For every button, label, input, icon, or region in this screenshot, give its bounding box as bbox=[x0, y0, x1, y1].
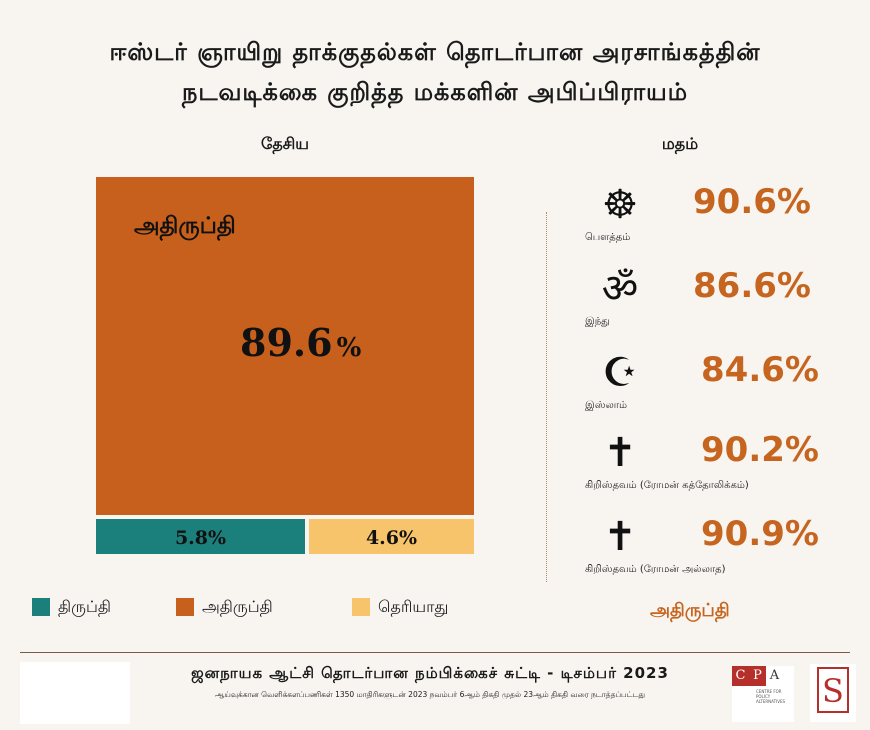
legend-swatch-dont-know bbox=[352, 598, 370, 616]
tile-dissatisfied-value: 89.6% bbox=[240, 320, 361, 365]
om-icon: ॐ bbox=[601, 266, 639, 312]
legend-swatch-satisfied bbox=[32, 598, 50, 616]
legend-swatch-dissatisfied bbox=[176, 598, 194, 616]
legend-label-dont-know: தெரியாது bbox=[378, 596, 449, 616]
dharma-wheel-icon: ☸ bbox=[602, 182, 638, 228]
chart-title: ஈஸ்டர் ஞாயிறு தாக்குதல்கள் தொடர்பான அரசா… bbox=[0, 32, 870, 112]
legend-label-dissatisfied: அதிருப்தி bbox=[202, 596, 273, 616]
religion-row: ॐ இந்து 86.6% bbox=[585, 264, 855, 344]
religion-section-label: மதம் bbox=[661, 134, 699, 153]
national-section-label: தேசிய bbox=[260, 134, 310, 153]
religion-dissatisfied-value: 90.2% bbox=[701, 430, 819, 470]
religion-name: கிறிஸ்தவம் (ரோமன் அல்லாத) bbox=[585, 564, 726, 575]
legend-item-dissatisfied: அதிருப்தி bbox=[176, 596, 273, 618]
footer-subtitle: ஆய்வுக்கான வெளிக்களப்பணிகள் 1350 மாதிரிக… bbox=[214, 690, 646, 699]
title-line-1: ஈஸ்டர் ஞாயிறு தாக்குதல்கள் தொடர்பான அரசா… bbox=[109, 38, 761, 66]
sr-logo-letter: S bbox=[822, 672, 844, 710]
footer-logo-placeholder bbox=[20, 662, 130, 724]
legend-item-satisfied: திருப்தி bbox=[32, 596, 111, 618]
tile-satisfied: 5.8% bbox=[96, 519, 305, 554]
religion-dissatisfied-value: 90.9% bbox=[701, 514, 819, 554]
social-research-logo: S bbox=[810, 664, 856, 722]
cpa-logo: C P A CENTRE FOR POLICY ALTERNATIVES bbox=[732, 666, 794, 722]
religion-dissatisfied-value: 90.6% bbox=[693, 182, 811, 222]
percent-sign: % bbox=[336, 333, 362, 363]
footer-title: ஜனநாயக ஆட்சி தொடர்பான நம்பிக்கைச் சுட்டி… bbox=[191, 664, 669, 682]
cpa-letter-c: C bbox=[732, 666, 749, 686]
tile-dissatisfied-category: அதிருப்தி bbox=[134, 213, 236, 239]
religion-measure-label: அதிருப்தி bbox=[650, 600, 730, 621]
religion-name: கிறிஸ்தவம் (ரோமன் கத்தோலிக்கம்) bbox=[585, 480, 749, 491]
cross-icon: ✝ bbox=[603, 514, 637, 560]
crescent-star-icon: ☪ bbox=[602, 350, 638, 396]
tile-satisfied-value: 5.8% bbox=[174, 527, 227, 549]
legend: திருப்தி அதிருப்தி தெரியாது bbox=[0, 596, 540, 620]
cpa-letter-a: A bbox=[769, 668, 780, 683]
cpa-name: CENTRE FOR POLICY ALTERNATIVES bbox=[756, 689, 786, 704]
tile-dissatisfied: அதிருப்தி 89.6% bbox=[96, 177, 474, 515]
title-line-2: நடவடிக்கை குறித்த மக்களின் அபிப்பிராயம் bbox=[181, 78, 689, 106]
religion-dissatisfied-value: 86.6% bbox=[693, 266, 811, 306]
tile-dissatisfied-number: 89.6 bbox=[240, 320, 333, 365]
legend-item-dont-know: தெரியாது bbox=[352, 596, 448, 618]
religion-name: இஸ்லாம் bbox=[585, 400, 628, 411]
national-treemap: அதிருப்தி 89.6% 5.8% 4.6% bbox=[96, 177, 474, 554]
religion-row: ☪ இஸ்லாம் 84.6% bbox=[585, 348, 855, 428]
legend-label-satisfied: திருப்தி bbox=[58, 596, 111, 616]
religion-name: இந்து bbox=[585, 316, 610, 327]
sr-logo-mark: S bbox=[817, 667, 849, 713]
religion-row: ✝ கிறிஸ்தவம் (ரோமன் அல்லாத) 90.9% bbox=[585, 512, 855, 592]
tile-dont-know-value: 4.6% bbox=[365, 527, 418, 549]
section-divider bbox=[546, 212, 547, 582]
religion-row: ☸ பௌத்தம் 90.6% bbox=[585, 180, 855, 260]
footer-divider bbox=[20, 652, 850, 653]
tile-dont-know: 4.6% bbox=[309, 519, 474, 554]
cpa-letter-p: P bbox=[749, 666, 766, 686]
cross-icon: ✝ bbox=[603, 430, 637, 476]
religion-row: ✝ கிறிஸ்தவம் (ரோமன் கத்தோலிக்கம்) 90.2% bbox=[585, 428, 855, 508]
religion-name: பௌத்தம் bbox=[585, 232, 631, 243]
religion-dissatisfied-value: 84.6% bbox=[701, 350, 819, 390]
